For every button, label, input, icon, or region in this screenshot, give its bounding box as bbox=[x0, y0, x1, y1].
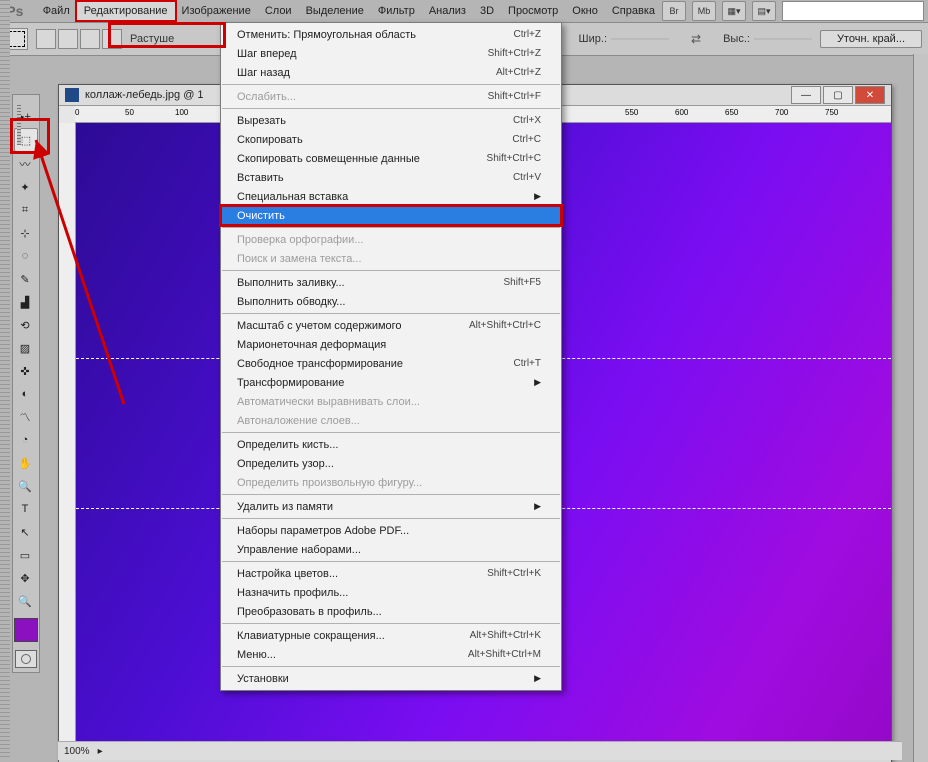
annot-arrow bbox=[0, 0, 928, 762]
